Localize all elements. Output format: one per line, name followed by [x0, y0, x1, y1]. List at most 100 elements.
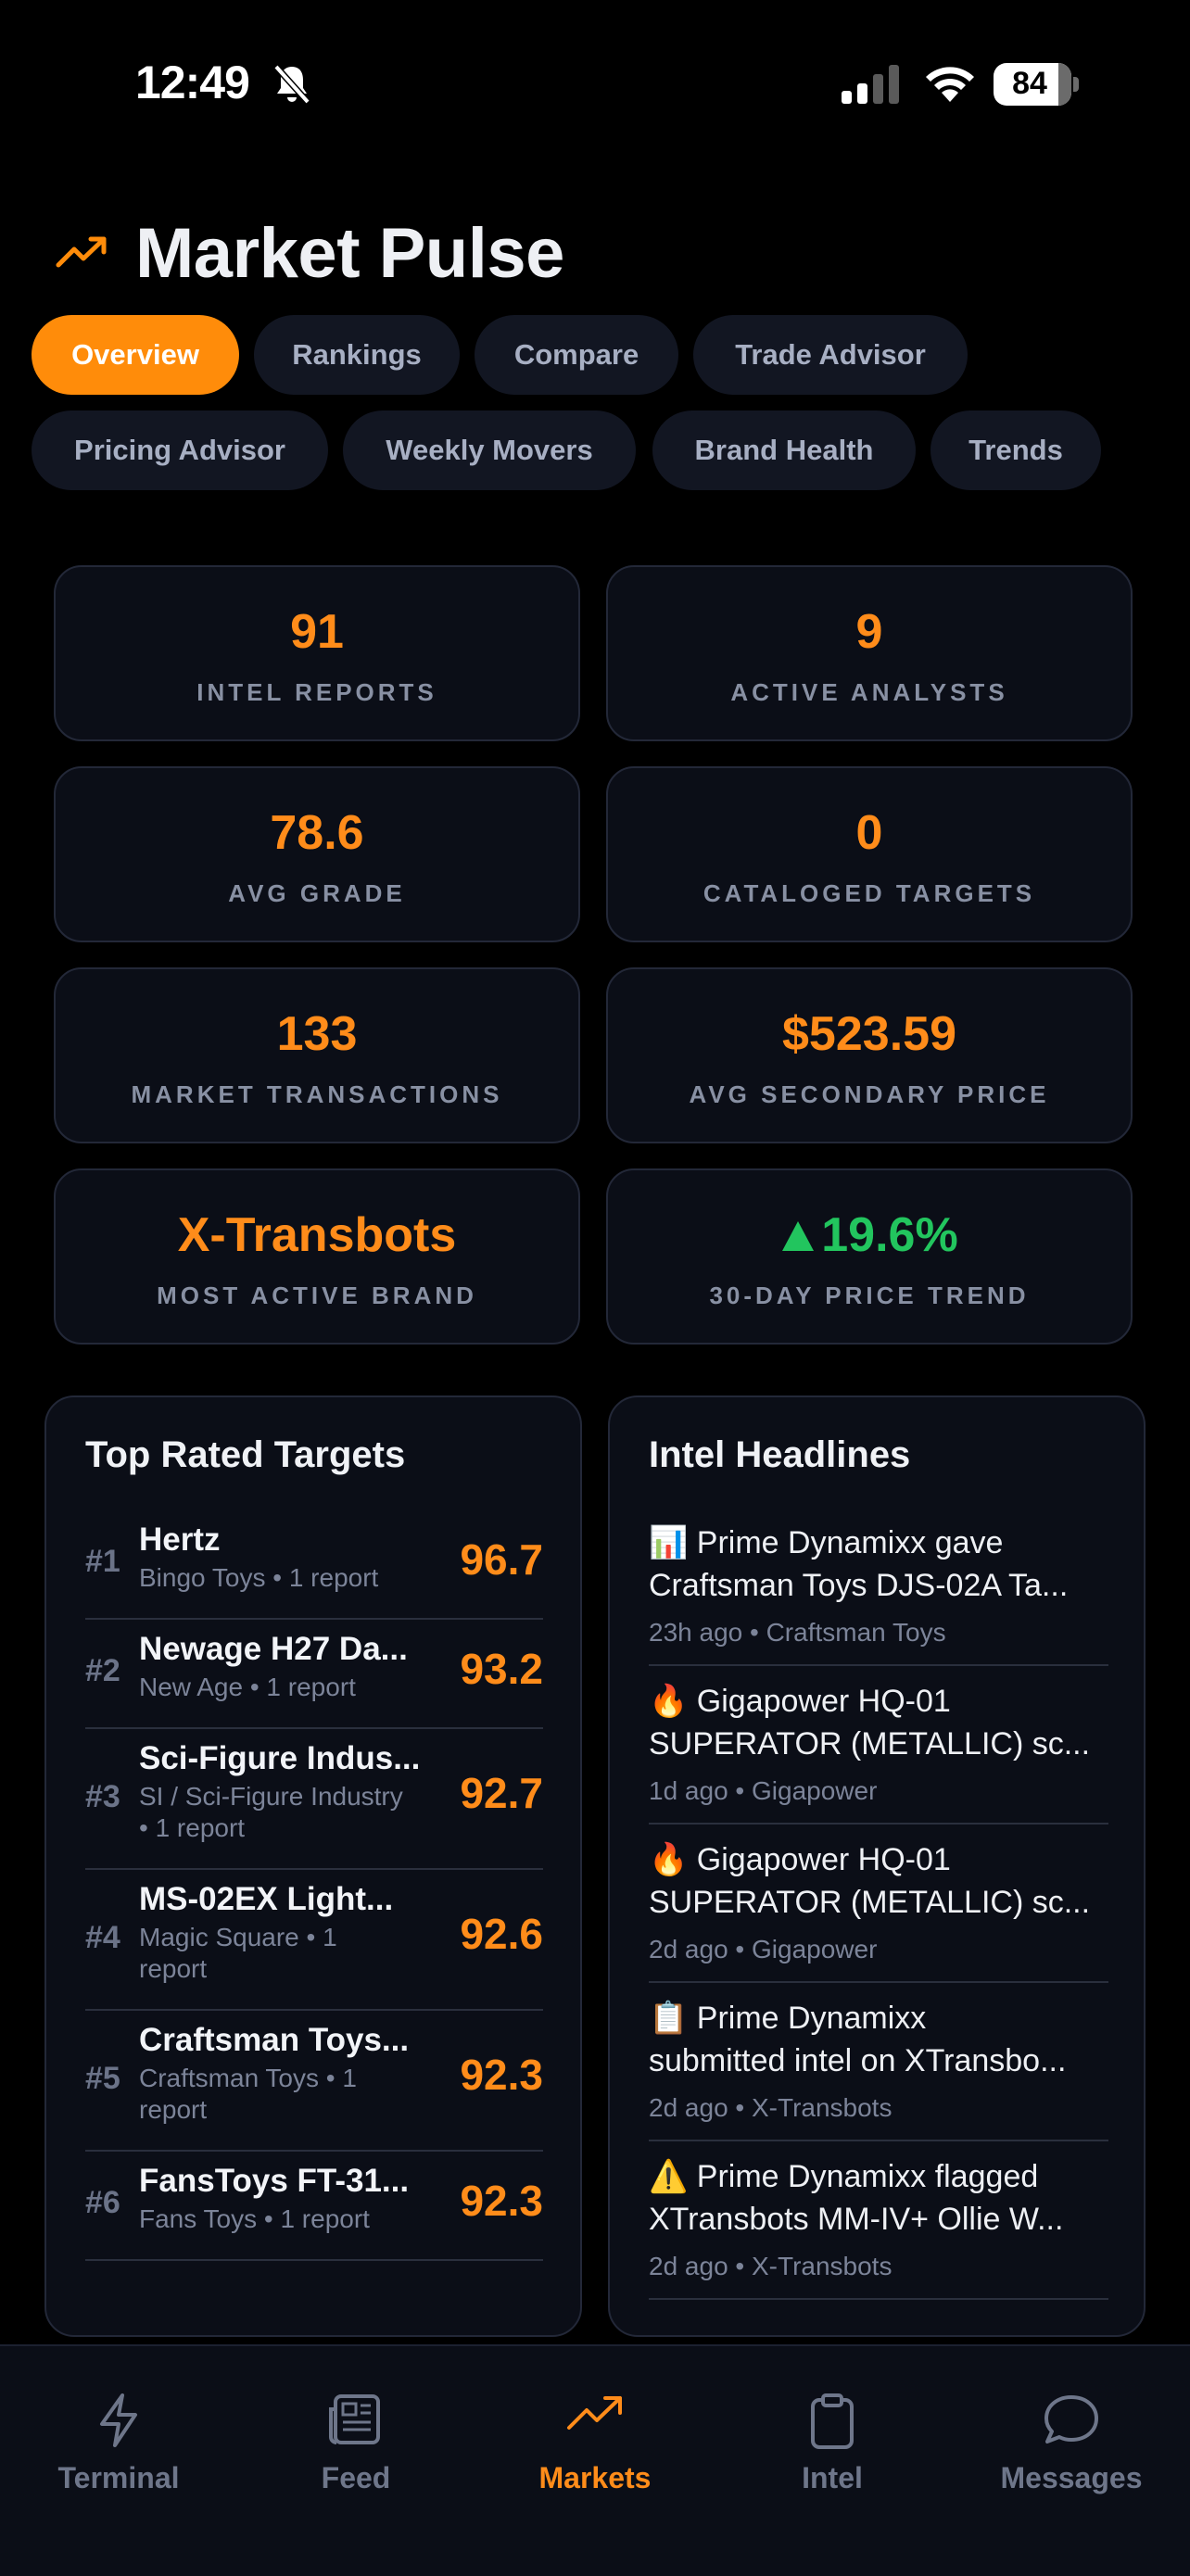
headline-line: 📋 Prime Dynamixx — [649, 2001, 927, 2036]
tab-weekly-movers[interactable]: Weekly Movers — [343, 410, 636, 490]
headline-item[interactable]: 📊 Prime Dynamixx gave Craftsman Toys DJS… — [649, 1522, 1108, 1666]
stat-card: 78.6 AVG GRADE — [54, 766, 580, 942]
target-name: Hertz — [139, 1522, 221, 1558]
headline-item[interactable]: 🔥 Gigapower HQ-01 SUPERATOR (METALLIC) s… — [649, 1838, 1108, 1983]
headline-item[interactable]: ⚠️ Prime Dynamixx flagged XTransbots MM-… — [649, 2155, 1108, 2300]
stat-value: 78.6 — [270, 806, 364, 860]
headline-item[interactable]: 🔥 Gigapower HQ-01 SUPERATOR (METALLIC) s… — [649, 1680, 1108, 1825]
list-item[interactable]: #6 FansToys FT-31... Fans Toys • 1 repor… — [85, 2163, 543, 2261]
headline-line: submitted intel on XTransbo... — [649, 2043, 1067, 2078]
tab-compare[interactable]: Compare — [475, 315, 678, 395]
stat-value: 91 — [290, 605, 344, 659]
target-meta: report — [139, 2095, 208, 2124]
tab-rankings[interactable]: Rankings — [254, 315, 460, 395]
fire-emoji-icon: 🔥 — [649, 1842, 689, 1877]
stat-card: 91 INTEL REPORTS — [54, 565, 580, 741]
stat-label: CATALOGED TARGETS — [703, 879, 1036, 907]
top-rated-panel: Top Rated Targets #1 Hertz Bingo Toys • … — [44, 1395, 582, 2337]
headline-line: 🔥 Gigapower HQ-01 — [649, 1684, 951, 1719]
headline-item[interactable]: 📋 Prime Dynamixx submitted intel on XTra… — [649, 1997, 1108, 2141]
battery-indicator: 84 — [994, 63, 1079, 106]
headline-line: SUPERATOR (METALLIC) sc... — [649, 1885, 1091, 1920]
headline-meta: 2d ago • Gigapower — [649, 1935, 878, 1964]
headline-line: Craftsman Toys DJS-02A Ta... — [649, 1568, 1069, 1603]
tab-pricing-advisor[interactable]: Pricing Advisor — [32, 410, 328, 490]
panel-title: Intel Headlines — [649, 1434, 911, 1475]
stat-label: 30-DAY PRICE TREND — [709, 1282, 1030, 1309]
target-meta: Bingo Toys • 1 report — [139, 1563, 379, 1592]
target-score: 96.7 — [460, 1535, 543, 1584]
nav-terminal[interactable]: Terminal — [0, 2346, 237, 2532]
target-meta: New Age • 1 report — [139, 1673, 356, 1701]
stat-value: 133 — [276, 1007, 358, 1061]
list-item[interactable]: #4 MS-02EX Light... Magic Square • 1 rep… — [85, 1881, 543, 2011]
stat-value: 19.6% — [608, 1207, 1131, 1263]
headline-line: 🔥 Gigapower HQ-01 — [649, 1842, 951, 1877]
nav-label: Messages — [1000, 2461, 1143, 2494]
stat-card: $523.59 AVG SECONDARY PRICE — [606, 967, 1133, 1143]
target-score: 93.2 — [460, 1645, 543, 1693]
stat-label: AVG GRADE — [228, 879, 406, 907]
cellular-signal-icon — [842, 65, 899, 104]
nav-intel[interactable]: Intel — [714, 2346, 951, 2532]
rank-number: #4 — [85, 1920, 120, 1955]
tab-trade-advisor[interactable]: Trade Advisor — [693, 315, 968, 395]
stat-label: INTEL REPORTS — [196, 678, 437, 706]
stat-label: AVG SECONDARY PRICE — [689, 1080, 1050, 1108]
list-item[interactable]: #3 Sci-Figure Indus... SI / Sci-Figure I… — [85, 1740, 543, 1870]
tab-overview[interactable]: Overview — [32, 315, 239, 395]
stat-value: 9 — [855, 605, 883, 659]
panel-title: Top Rated Targets — [85, 1434, 406, 1475]
nav-label: Feed — [321, 2461, 391, 2494]
stat-card: 133 MARKET TRANSACTIONS — [54, 967, 580, 1143]
tab-brand-health[interactable]: Brand Health — [652, 410, 916, 490]
target-name: Newage H27 Da... — [139, 1631, 408, 1667]
target-meta: Magic Square • 1 — [139, 1923, 337, 1951]
stat-card: 9 ACTIVE ANALYSTS — [606, 565, 1133, 741]
clipboard-emoji-icon: 📋 — [649, 2001, 689, 2036]
trending-up-icon — [56, 236, 107, 268]
newspaper-icon — [329, 2394, 380, 2444]
stat-label: ACTIVE ANALYSTS — [730, 678, 1008, 706]
headline-meta: 2d ago • X-Transbots — [649, 2093, 892, 2122]
bolt-icon — [100, 2393, 137, 2447]
headline-line: 📊 Prime Dynamixx gave — [649, 1525, 1004, 1560]
headline-line: SUPERATOR (METALLIC) sc... — [649, 1726, 1091, 1762]
headline-meta: 23h ago • Craftsman Toys — [649, 1618, 946, 1647]
target-score: 92.6 — [460, 1910, 543, 1958]
warning-emoji-icon: ⚠️ — [649, 2159, 689, 2194]
triangle-up-icon — [782, 1221, 815, 1251]
stat-card: 0 CATALOGED TARGETS — [606, 766, 1133, 942]
chat-icon — [1044, 2395, 1098, 2443]
target-name: FansToys FT-31... — [139, 2163, 410, 2199]
bell-muted-icon — [273, 64, 310, 105]
trending-up-icon — [567, 2396, 622, 2430]
nav-label: Intel — [802, 2461, 863, 2494]
stat-label: MARKET TRANSACTIONS — [131, 1080, 503, 1108]
tab-trends[interactable]: Trends — [930, 410, 1101, 490]
price-trend-value: 19.6% — [821, 1208, 958, 1262]
target-score: 92.3 — [460, 2051, 543, 2099]
nav-feed[interactable]: Feed — [237, 2346, 475, 2532]
list-item[interactable]: #5 Craftsman Toys... Craftsman Toys • 1 … — [85, 2022, 543, 2152]
target-name: Craftsman Toys... — [139, 2022, 410, 2058]
stat-card: 19.6% 30-DAY PRICE TREND — [606, 1168, 1133, 1345]
stat-value: 0 — [855, 806, 883, 860]
list-item[interactable]: #1 Hertz Bingo Toys • 1 report 96.7 — [85, 1522, 543, 1620]
nav-markets[interactable]: Markets — [476, 2346, 714, 2532]
target-name: MS-02EX Light... — [139, 1881, 394, 1917]
rank-number: #6 — [85, 2185, 120, 2220]
headline-meta: 1d ago • Gigapower — [649, 1776, 878, 1805]
stat-value: $523.59 — [782, 1007, 956, 1061]
target-meta: SI / Sci-Figure Industry — [139, 1782, 403, 1811]
bottom-nav: Terminal Feed Markets Intel Messages — [0, 2344, 1190, 2576]
target-score: 92.3 — [460, 2177, 543, 2225]
nav-label: Terminal — [57, 2461, 180, 2494]
clipboard-icon — [811, 2393, 854, 2449]
target-meta: report — [139, 1954, 208, 1983]
nav-messages[interactable]: Messages — [953, 2346, 1190, 2532]
target-meta: Craftsman Toys • 1 — [139, 2064, 357, 2092]
list-item[interactable]: #2 Newage H27 Da... New Age • 1 report 9… — [85, 1631, 543, 1729]
chart-emoji-icon: 📊 — [649, 1525, 689, 1560]
headline-line: ⚠️ Prime Dynamixx flagged — [649, 2159, 1039, 2194]
